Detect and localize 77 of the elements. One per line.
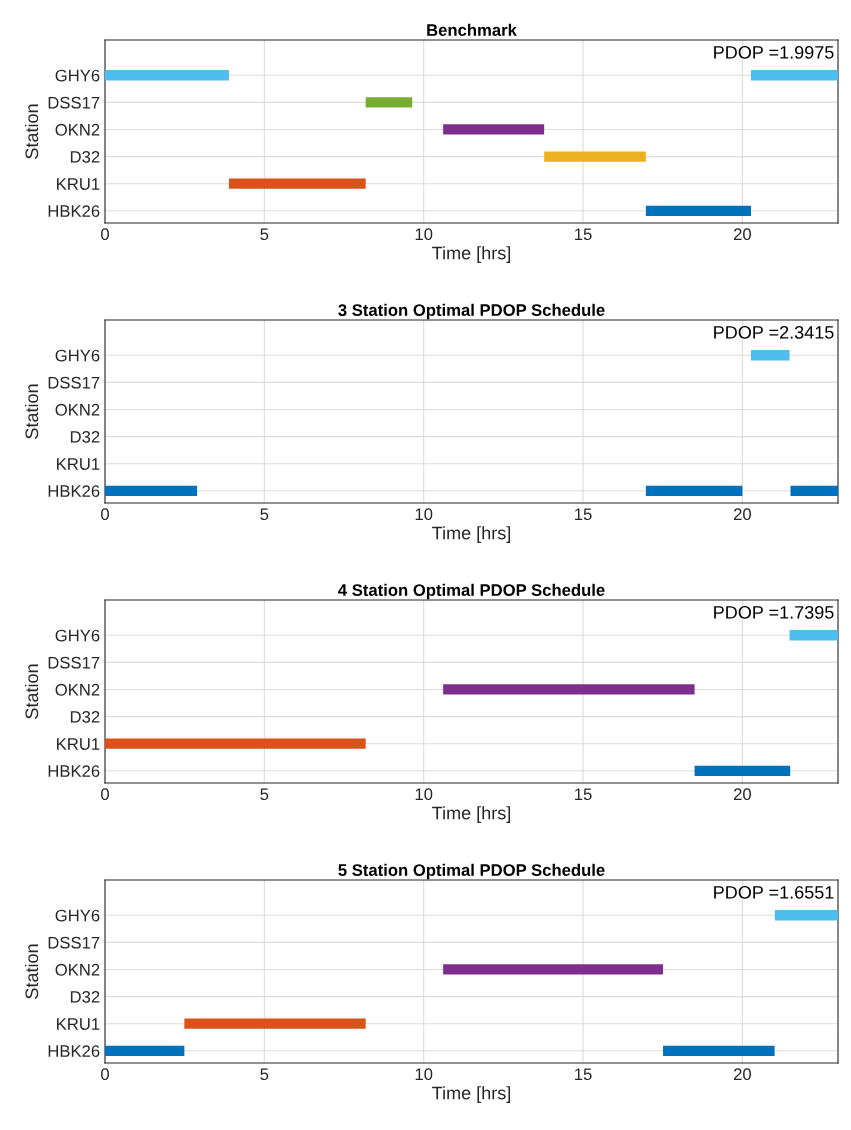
x-tick-label: 15 [575, 1068, 592, 1081]
bar [443, 964, 664, 975]
y-tick-label: D32 [70, 710, 100, 723]
bar [544, 151, 646, 162]
x-tick-label: 15 [575, 788, 592, 801]
x-axis-title: Time [hrs] [432, 526, 510, 544]
y-tick-label: DSS17 [48, 96, 100, 109]
y-tick-label: HBK26 [48, 205, 100, 217]
chart-title: Benchmark [427, 23, 517, 36]
x-tick-label: 0 [101, 788, 109, 801]
y-axis-title: Station [24, 944, 39, 999]
y-tick-label: D32 [70, 430, 100, 443]
y-tick-label: D32 [70, 150, 100, 163]
x-tick-label: 0 [101, 228, 109, 241]
y-tick-label: HBK26 [48, 485, 100, 497]
y-tick-label: GHY6 [55, 909, 100, 922]
x-tick-label: 10 [415, 788, 433, 801]
y-axis-title: Station [24, 664, 39, 719]
bar [790, 485, 838, 496]
y-tick-label: OKN2 [55, 123, 100, 136]
x-tick-label: 20 [733, 228, 752, 241]
y-tick-label: DSS17 [48, 936, 100, 949]
x-tick-label: 5 [260, 1068, 269, 1081]
annotation: PDOP =1.6551 [714, 885, 834, 899]
x-tick-label: 10 [415, 508, 433, 521]
y-tick-label: KRU1 [57, 178, 100, 190]
y-axis-title: Station [24, 384, 39, 439]
bar [365, 97, 413, 108]
bar [645, 205, 751, 216]
x-tick-label: 15 [575, 228, 592, 241]
y-tick-label: KRU1 [57, 738, 100, 750]
annotation: PDOP =1.9975 [714, 45, 834, 59]
bar [751, 350, 790, 361]
y-tick-label: DSS17 [48, 656, 100, 669]
y-tick-label: HBK26 [48, 1045, 100, 1057]
x-tick-label: 5 [260, 788, 269, 801]
chart-title: 3 Station Optimal PDOP Schedule [338, 303, 605, 320]
x-tick-label: 0 [101, 508, 109, 521]
y-tick-label: OKN2 [55, 403, 100, 416]
x-axis-title: Time [hrs] [432, 806, 510, 824]
y-tick-label: HBK26 [48, 765, 100, 777]
x-tick-label: 20 [733, 1068, 752, 1081]
x-tick-label: 20 [733, 508, 752, 521]
x-axis-title: Time [hrs] [432, 1086, 510, 1104]
y-tick-label: KRU1 [57, 1018, 100, 1030]
bar [443, 124, 545, 135]
y-tick-label: OKN2 [55, 963, 100, 976]
y-tick-label: KRU1 [57, 458, 100, 470]
bar [645, 485, 743, 496]
x-tick-label: 5 [260, 228, 269, 241]
bar [694, 765, 791, 776]
chart-title: 4 Station Optimal PDOP Schedule [338, 583, 605, 600]
bar [228, 178, 366, 189]
y-tick-label: OKN2 [55, 683, 100, 696]
y-tick-label: D32 [70, 990, 100, 1003]
bar [443, 684, 695, 695]
x-tick-label: 5 [260, 508, 269, 521]
x-axis-title: Time [hrs] [432, 246, 510, 264]
bar [105, 738, 366, 749]
y-tick-label: GHY6 [55, 69, 100, 82]
bar [663, 1045, 775, 1056]
x-tick-label: 15 [575, 508, 592, 521]
bar [774, 910, 838, 921]
annotation: PDOP =1.7395 [714, 605, 834, 619]
x-tick-label: 10 [415, 1068, 433, 1081]
chart-title: 5 Station Optimal PDOP Schedule [338, 863, 605, 880]
y-tick-label: DSS17 [48, 376, 100, 389]
bar [184, 1018, 366, 1029]
x-tick-label: 0 [101, 1068, 109, 1081]
annotation: PDOP =2.3415 [714, 325, 834, 339]
bar [751, 70, 838, 81]
bar [789, 630, 838, 641]
y-tick-label: GHY6 [55, 349, 100, 362]
x-tick-label: 10 [415, 228, 433, 241]
x-tick-label: 20 [733, 788, 752, 801]
y-tick-label: GHY6 [55, 629, 100, 642]
y-axis-title: Station [24, 104, 39, 159]
